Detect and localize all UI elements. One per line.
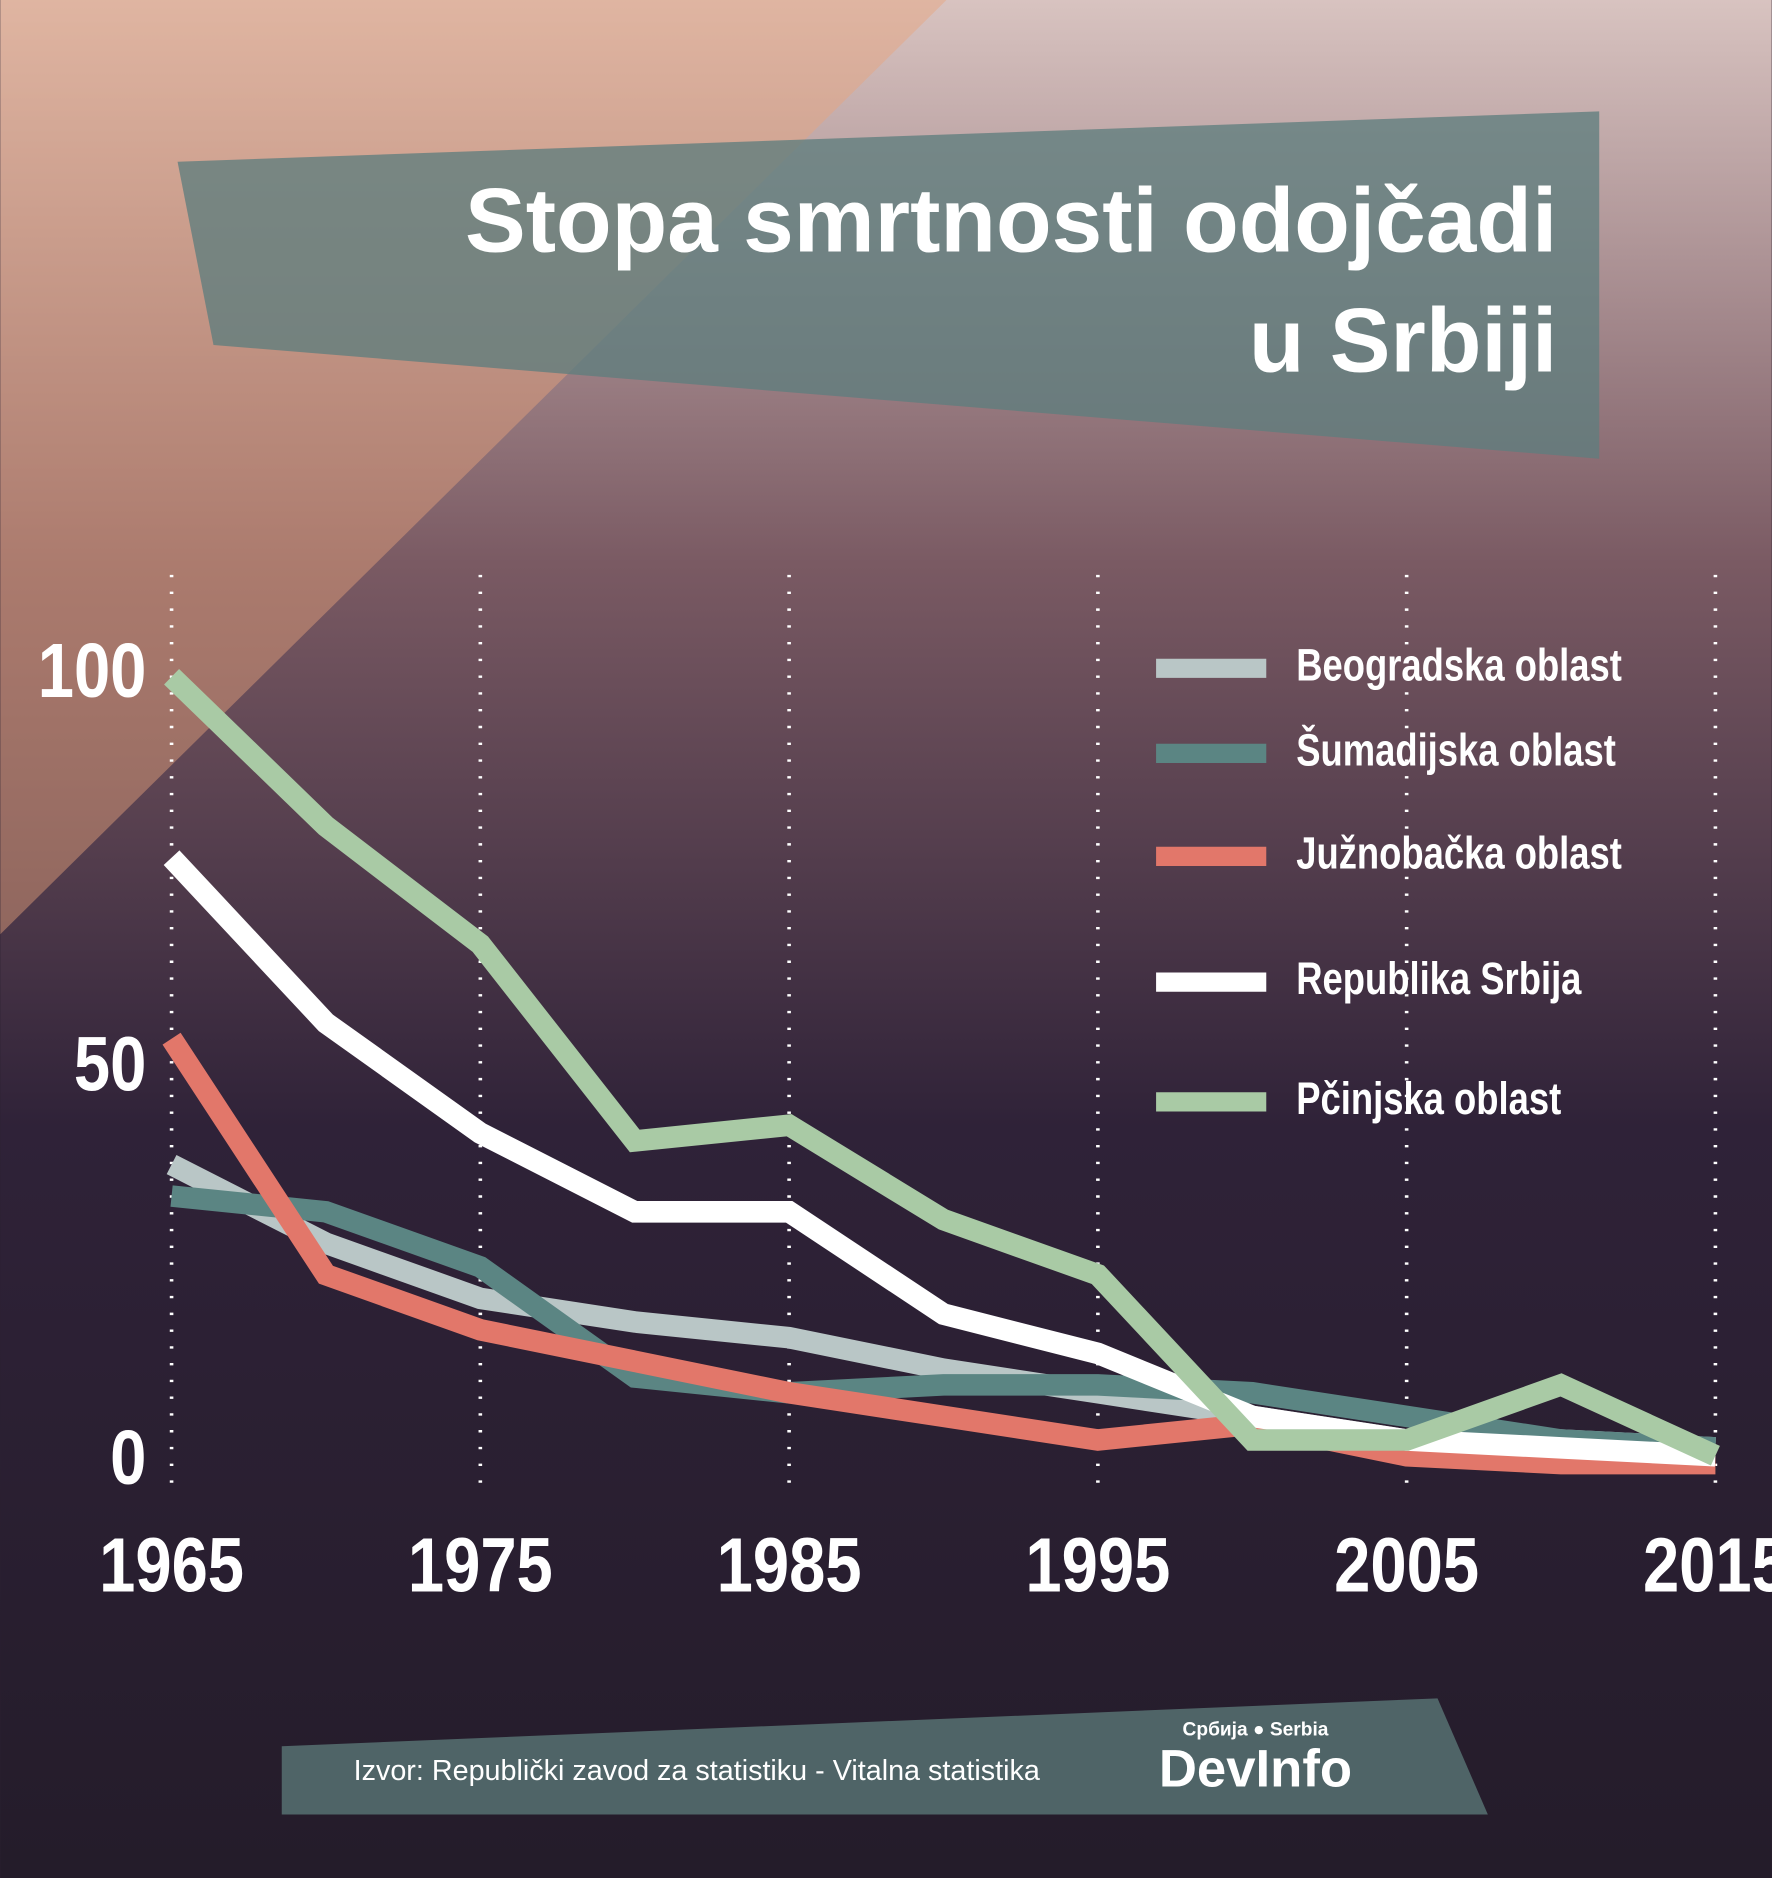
series-line — [162, 1032, 1716, 1475]
title-panel — [177, 111, 1600, 459]
series-line — [164, 668, 1720, 1466]
chart-title: Stopa smrtnosti odojčadi — [465, 171, 1557, 272]
legend-label: Južnobačka oblast — [1296, 828, 1622, 879]
legend-label: Beogradska oblast — [1296, 639, 1622, 690]
logo: DevInfo — [1159, 1740, 1352, 1799]
source: Izvor: Republički zavod za statistiku - … — [354, 1755, 1040, 1787]
x-tick-label: 2015 — [1643, 1524, 1772, 1609]
x-tick-label: 1965 — [99, 1524, 244, 1609]
plot: 1965 1975 1985 1995 2005 2015 0 50 100 Beogradska… — [38, 574, 1772, 1609]
legend-label: Šumadijska oblast — [1296, 725, 1616, 776]
x-tick-label: 1995 — [1025, 1524, 1170, 1609]
y-tick-label: 100 — [38, 629, 147, 714]
y-tick-label: 50 — [74, 1023, 146, 1108]
footer-panel — [281, 1698, 1488, 1815]
logo-top: Србија ● Serbia — [1183, 1720, 1329, 1741]
legend-label: Pčinjska oblast — [1296, 1073, 1561, 1124]
series-line — [163, 850, 1716, 1467]
x-tick-label: 1985 — [717, 1524, 862, 1609]
x-tick-label: 2005 — [1334, 1524, 1479, 1609]
x-tick-label: 1975 — [408, 1524, 553, 1609]
y-tick-label: 0 — [110, 1416, 146, 1501]
legend-label: Republika Srbija — [1296, 953, 1582, 1004]
chart-title: u Srbiji — [1249, 290, 1557, 391]
